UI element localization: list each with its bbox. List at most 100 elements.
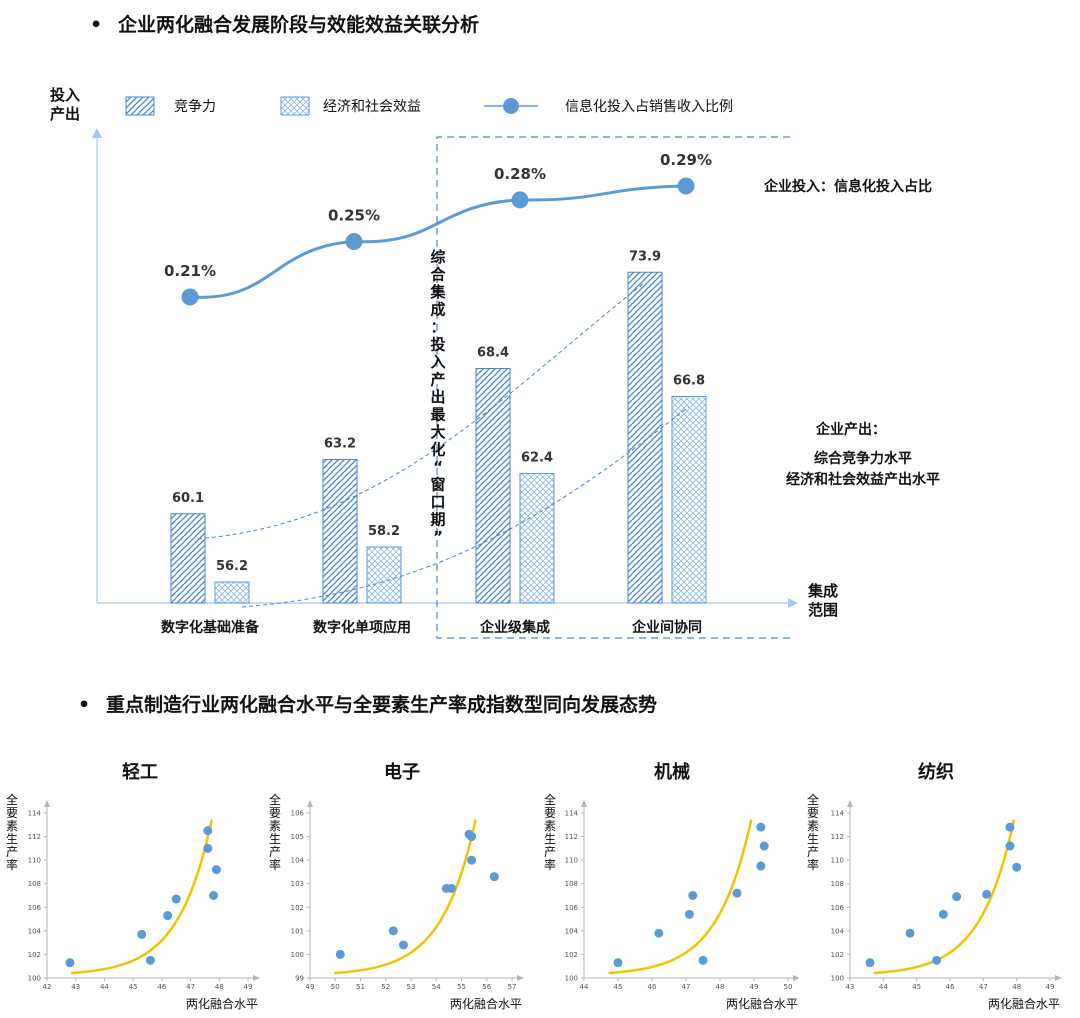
window-period-char: 最: [430, 406, 446, 424]
window-period-char: “: [433, 458, 443, 476]
scatter-x-axis-arrow: [253, 975, 260, 981]
x-axis-arrow: [788, 598, 798, 608]
scatter-x-axis-title: 两化融合水平: [186, 996, 258, 1011]
scatter-x-tick-label: 46: [157, 983, 166, 991]
scatter-x-tick-label: 49: [1046, 983, 1055, 991]
output-annotation-line1: 综合竞争力水平: [814, 450, 912, 467]
scatter-y-tick-label: 100: [565, 975, 578, 983]
scatter-y-axis-arrow: [307, 800, 313, 807]
scatter-title-electronics: 电子: [384, 762, 420, 783]
line-value-label: 0.21%: [164, 262, 216, 280]
scatter-x-axis-title: 两化融合水平: [450, 996, 522, 1011]
scatter-point: [932, 955, 942, 965]
scatter-y-tick-label: 103: [291, 880, 304, 888]
scatter-point: [952, 892, 962, 902]
scatter-point: [865, 958, 875, 968]
scatter-y-tick-label: 104: [831, 927, 845, 935]
bar-value-label: 58.2: [368, 524, 400, 539]
window-period-char: ：: [430, 318, 445, 336]
legend-marker-investment-ratio: [503, 98, 519, 114]
scatter-point: [654, 928, 664, 938]
investment-ratio-point: [677, 177, 695, 195]
scatter-y-axis-title-char: 素: [269, 819, 281, 833]
bar-competitiveness: [322, 459, 358, 604]
bar-competitiveness: [170, 513, 206, 604]
bar-value-label: 60.1: [172, 491, 204, 506]
scatter-x-axis-arrow: [793, 975, 800, 981]
scatter-x-tick-label: 54: [432, 983, 441, 991]
window-period-char: 化: [430, 441, 445, 459]
line-value-label: 0.28%: [494, 165, 546, 183]
scatter-y-axis-title-char: 率: [269, 857, 281, 872]
scatter-y-tick-label: 114: [565, 810, 579, 818]
scatter-trend-curve: [334, 819, 477, 975]
scatter-x-tick-label: 52: [381, 983, 390, 991]
scatter-point: [163, 911, 173, 921]
scatter-y-tick-label: 100: [28, 975, 41, 983]
scatter-point: [203, 843, 213, 853]
scatter-y-tick-label: 102: [28, 951, 41, 959]
scatter-x-tick-label: 56: [482, 983, 491, 991]
scatter-y-axis-title-char: 素: [807, 819, 819, 833]
scatter-x-tick-label: 43: [846, 983, 855, 991]
scatter-y-tick-label: 106: [291, 810, 305, 818]
scatter-x-tick-label: 48: [716, 983, 725, 991]
section-title-1: 企业两化融合发展阶段与效能效益关联分析: [118, 14, 480, 36]
window-period-char: ”: [433, 528, 443, 546]
section-heading-2: • 重点制造行业两化融合水平与全要素生产率成指数型同向发展态势: [78, 694, 658, 716]
scatter-y-axis-title-char: 全: [807, 792, 819, 807]
scatter-y-axis-title-char: 要: [544, 806, 556, 820]
legend-swatch-economic-social-benefit: [280, 96, 310, 116]
scatter-y-tick-label: 114: [831, 810, 845, 818]
bar-competitiveness: [627, 271, 663, 604]
scatter-point: [732, 888, 742, 898]
scatter-y-axis-title-char: 率: [544, 857, 556, 872]
window-period-char: 综: [430, 248, 445, 266]
scatter-y-axis-arrow: [581, 800, 587, 807]
scatter-x-tick-label: 48: [215, 983, 224, 991]
section-heading-1: • 企业两化融合发展阶段与效能效益关联分析: [90, 14, 480, 36]
x-category-label: 数字化单项应用: [313, 619, 411, 636]
scatter-chart-textile: 100 102 104 106 108 110 112 114 43 44 45 46 47 48 49 全要…: [807, 792, 1062, 1011]
bar-economic-social-benefit: [519, 473, 555, 604]
line-value-label: 0.29%: [660, 151, 712, 169]
legend-swatch-competitiveness: [125, 96, 155, 116]
scatter-x-tick-label: 53: [407, 983, 416, 991]
window-period-char: 期: [430, 511, 445, 529]
scatter-point: [211, 865, 221, 875]
scatter-y-tick-label: 112: [565, 833, 578, 841]
scatter-y-axis-title-char: 生: [6, 832, 18, 846]
scatter-point: [759, 841, 769, 851]
scatter-y-tick-label: 112: [831, 833, 844, 841]
bar-value-label: 62.4: [521, 451, 553, 466]
scatter-y-tick-label: 104: [565, 927, 579, 935]
scatter-y-tick-label: 106: [831, 904, 845, 912]
scatter-y-axis-arrow: [847, 800, 853, 807]
scatter-trend-curve: [71, 819, 214, 975]
scatter-x-axis-title: 两化融合水平: [726, 996, 798, 1011]
scatter-x-tick-label: 47: [186, 983, 195, 991]
scatter-y-axis-title-char: 生: [269, 832, 281, 846]
scatter-y-axis-title-char: 产: [544, 845, 556, 859]
scatter-y-axis-title-char: 生: [807, 832, 819, 846]
y-axis-title-line2: 产出: [50, 105, 80, 123]
scatter-point: [688, 891, 698, 900]
scatter-y-tick-label: 102: [291, 904, 304, 912]
scatter-x-tick-label: 46: [946, 983, 955, 991]
scatter-y-tick-label: 104: [291, 857, 305, 865]
y-axis-title-line1: 投入: [50, 86, 80, 104]
scatter-point: [398, 940, 408, 950]
scatter-y-axis-title-char: 产: [807, 845, 819, 859]
bar-competitiveness: [475, 368, 511, 604]
scatter-y-axis-title-char: 要: [6, 806, 18, 820]
scatter-y-tick-label: 108: [28, 880, 41, 888]
scatter-point: [613, 958, 623, 968]
scatter-y-axis-title-char: 要: [269, 806, 281, 820]
scatter-trend-curve: [608, 819, 753, 975]
line-value-label: 0.25%: [328, 207, 380, 225]
window-period-char: 大: [430, 423, 445, 441]
scatter-x-tick-label: 57: [508, 983, 517, 991]
x-axis-title-line1: 集成: [807, 582, 838, 600]
scatter-point: [905, 928, 915, 938]
scatter-y-axis-title-char: 要: [807, 806, 819, 820]
